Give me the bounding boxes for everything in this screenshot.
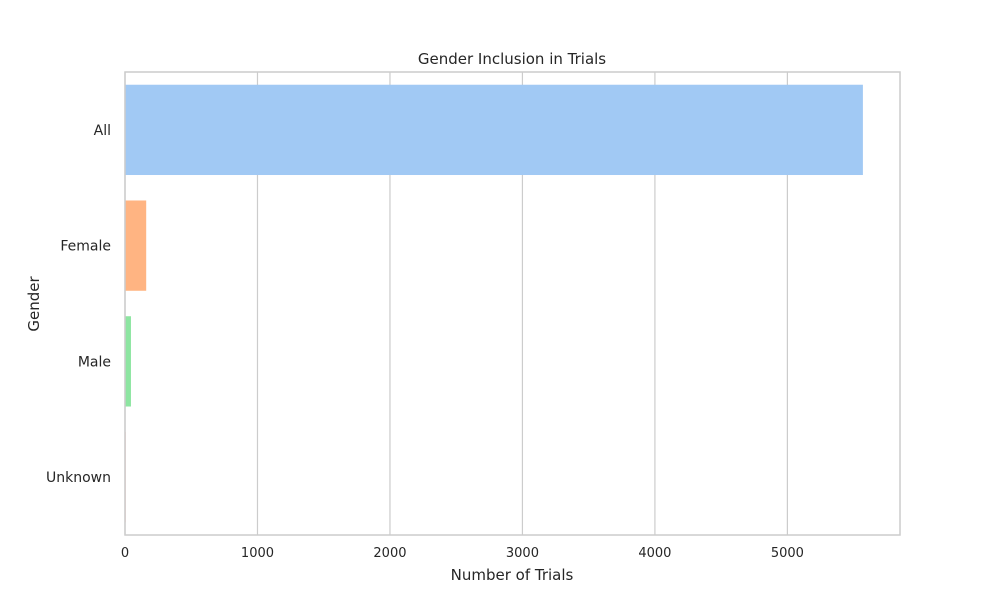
x-tick-label: 1000 (241, 546, 274, 561)
y-tick-label: Female (60, 239, 111, 255)
bars (125, 84, 863, 523)
y-axis-label: Gender (25, 276, 43, 332)
bar-female (125, 200, 147, 291)
y-tick-labels: All Female Male Unknown (46, 123, 111, 486)
x-axis-label: Number of Trials (451, 566, 574, 584)
x-tick-label: 4000 (638, 546, 671, 561)
y-tick-label: Unknown (46, 470, 111, 486)
x-tick-label: 0 (121, 546, 129, 561)
bar-all (125, 84, 863, 176)
x-tick-labels: 0 1000 2000 3000 4000 5000 (121, 546, 804, 561)
y-tick-label: All (94, 123, 111, 139)
x-tick-label: 3000 (506, 546, 539, 561)
x-tick-label: 2000 (373, 546, 406, 561)
plot-frame (124, 71, 901, 536)
bar-male (125, 316, 131, 407)
x-tick-label: 5000 (771, 546, 804, 561)
y-tick-label: Male (78, 354, 111, 370)
chart-title: Gender Inclusion in Trials (418, 50, 606, 68)
